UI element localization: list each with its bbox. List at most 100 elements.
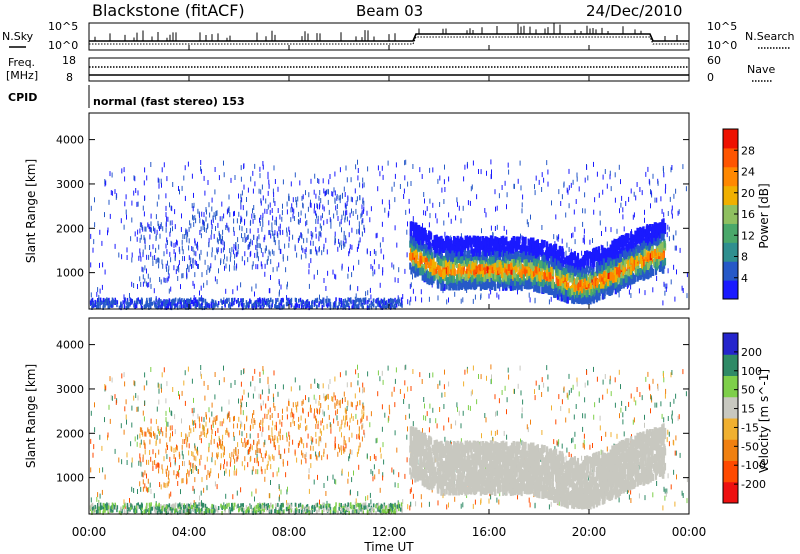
power-cell (238, 302, 241, 307)
power-cell (229, 266, 230, 272)
power-cell (264, 208, 266, 214)
power-cell (594, 292, 597, 300)
power-cell (306, 237, 308, 243)
power-cell (620, 179, 621, 185)
power-cell (140, 256, 142, 262)
power-cell (381, 165, 383, 171)
power-cell (428, 222, 430, 228)
power-cell (458, 205, 460, 211)
power-cell (149, 245, 151, 250)
power-cell (95, 305, 98, 309)
power-cell (375, 305, 377, 310)
power-cell (530, 275, 533, 283)
power-cell (267, 301, 269, 305)
power-cell (166, 266, 168, 272)
power-cell (362, 297, 364, 302)
power-cell (98, 301, 100, 306)
power-cell (572, 179, 574, 185)
power-cell (169, 231, 171, 237)
power-cell (576, 271, 579, 278)
power-cell (397, 278, 399, 283)
power-cell (628, 289, 630, 295)
power-cell (396, 242, 398, 248)
power-cell (515, 264, 518, 272)
power-cell (630, 234, 633, 242)
power-cell (193, 202, 195, 208)
power-cell (565, 250, 567, 256)
power-cell (599, 210, 601, 216)
power-cell (422, 264, 425, 271)
power-cell (644, 217, 645, 223)
power-cell (203, 221, 205, 227)
power-cell (444, 187, 446, 192)
power-cell (104, 269, 106, 275)
power-cell (240, 193, 242, 199)
power-cell (252, 306, 254, 310)
power-cell (278, 239, 280, 245)
power-cell (380, 248, 382, 254)
power-cell (423, 255, 426, 263)
power-cell (288, 196, 290, 202)
power-cell (161, 302, 163, 307)
power-cell (197, 208, 199, 214)
power-cell (165, 205, 167, 211)
power-cell (577, 266, 580, 274)
power-cell (98, 297, 100, 302)
power-cell (130, 298, 132, 303)
power-cell (147, 222, 149, 228)
power-cell (558, 189, 560, 195)
power-cell (141, 298, 143, 303)
power-cell (315, 218, 317, 224)
power-cell (255, 302, 257, 307)
power-cell (610, 186, 612, 192)
power-cell (246, 235, 248, 241)
power-cell (192, 302, 195, 306)
power-cell (204, 226, 205, 232)
power-cell (264, 263, 266, 269)
power-cell (636, 182, 638, 187)
power-cell (550, 296, 552, 302)
power-cell (270, 275, 271, 280)
power-cell (228, 303, 230, 308)
power-cell (560, 201, 562, 206)
power-cell (358, 225, 360, 231)
power-cell (482, 248, 485, 256)
power-cell (373, 249, 375, 255)
power-cell (348, 232, 350, 238)
power-cell (197, 245, 199, 251)
power-cell (137, 190, 139, 196)
power-cell (339, 221, 341, 227)
power-cell (652, 237, 655, 245)
power-cell (359, 195, 361, 200)
power-cell (323, 188, 325, 194)
power-cell (506, 204, 507, 210)
power-cell (491, 235, 494, 243)
power-cell (281, 210, 283, 216)
power-cell (178, 267, 180, 273)
power-cell (142, 252, 144, 258)
power-cell (235, 245, 236, 250)
power-cell (332, 305, 335, 310)
power-cell (168, 273, 170, 279)
power-cell (298, 235, 300, 241)
power-cell (464, 164, 466, 170)
power-cell (108, 305, 111, 310)
power-cell (273, 165, 275, 171)
power-cell (186, 300, 189, 305)
power-cell (443, 283, 446, 291)
power-cell (231, 299, 233, 304)
power-cell (490, 225, 492, 231)
power-cell (179, 249, 181, 255)
power-cell (109, 213, 111, 219)
power-cell (351, 305, 353, 310)
power-cell (216, 247, 218, 253)
power-cell (237, 244, 239, 249)
power-cell (190, 299, 193, 304)
power-cell (528, 292, 530, 298)
power-cell (99, 301, 102, 306)
power-cell (304, 213, 306, 219)
power-cell (294, 172, 296, 178)
power-cell (398, 299, 401, 304)
power-cell (551, 269, 554, 277)
power-cell (220, 298, 222, 303)
